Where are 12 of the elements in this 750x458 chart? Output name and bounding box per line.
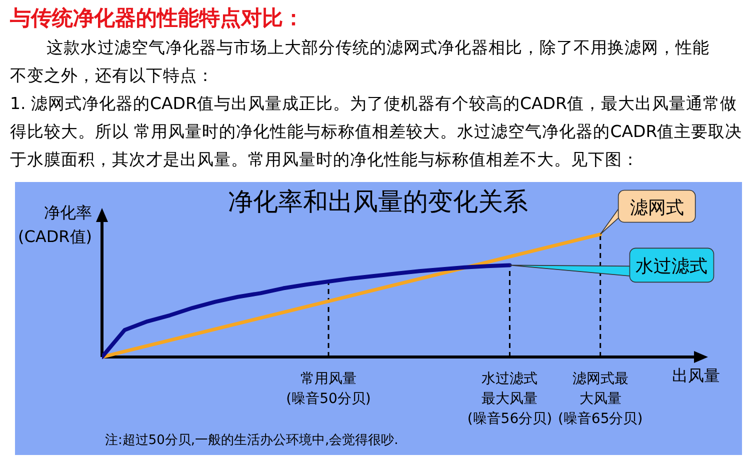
x-tick-label: 水过滤式最大风量(噪音56分贝) <box>467 371 552 427</box>
text: 这款水过滤空气净化器与市场上大部分传统的滤网式净化器相比，除了不用换滤网，性能不变之外，还有以下特点： <box>10 37 710 87</box>
x-axis-title: 出风量 <box>672 366 720 385</box>
chart-subtitle: 净化率和出风量的变化关系 <box>228 187 528 216</box>
text: 1. 滤网式净化器的CADR值与出风量成正比。为了使机器有个较高的CADR值，最大出风量通常做得比较大。所以 常用风量时的净化性能与标称值相差较大。水过滤空气净化器的CADR值主要取决于水膜面积，其次才是出风量。常用风量时的净化性能与标称值相差不大。见下图： <box>10 93 744 171</box>
x-tick-label: 常用风量(噪音50分贝) <box>286 371 371 407</box>
y-axis-title: 净化率 (CADR值) <box>18 203 92 246</box>
text: 水过滤式 <box>636 256 708 278</box>
text: 注:超过50分贝,一般的生活办公环境中,会觉得很吵. <box>105 432 398 448</box>
x-tick-label: 滤网式最大风量(噪音65分贝) <box>558 371 643 427</box>
series-label: 滤网式 <box>630 197 684 218</box>
chart-title: 与传统净化器的性能特点对比： <box>10 5 304 32</box>
